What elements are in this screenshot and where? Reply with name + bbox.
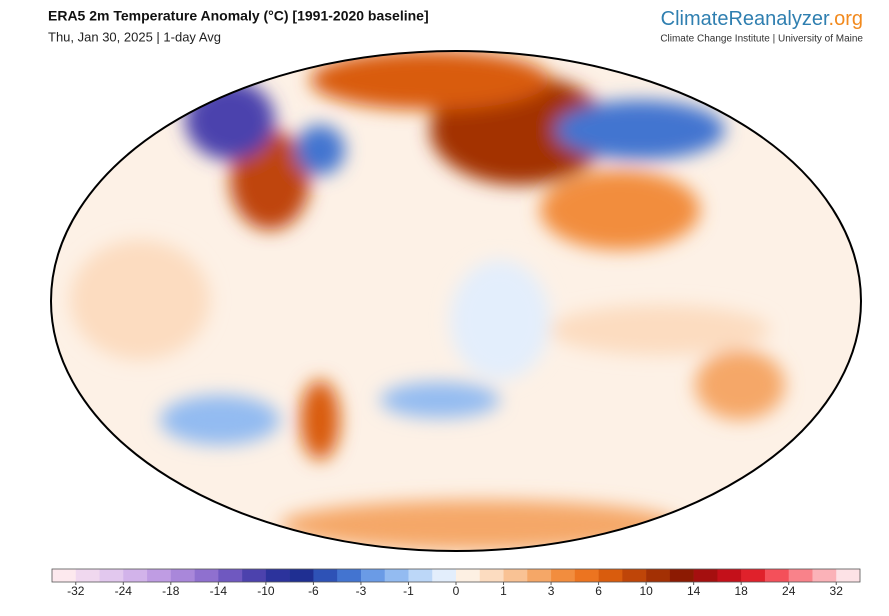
colorbar-swatch [147, 569, 172, 582]
colorbar-swatch [788, 569, 813, 582]
colorbar-swatch [622, 569, 647, 582]
colorbar-swatch [170, 569, 195, 582]
colorbar-swatch [503, 569, 528, 582]
colorbar-tick-label: 6 [595, 584, 602, 598]
logo-tagline: Climate Change Institute | University of… [660, 34, 863, 45]
colorbar: -32 -24 -18 -14 -10 -6 -3 -1 0 1 3 6 10 14 18 24 32 [51, 568, 861, 598]
logo-suffix: .org [829, 8, 863, 30]
colorbar-tick-label: 0 [453, 584, 460, 598]
colorbar-swatch [194, 569, 219, 582]
colorbar-swatch [836, 569, 861, 582]
colorbar-tick-label: -6 [308, 584, 319, 598]
colorbar-swatch [360, 569, 386, 582]
subtitle: Thu, Jan 30, 2025 | 1-day Avg [48, 29, 221, 44]
colorbar-swatch [693, 569, 718, 582]
colorbar-swatch [669, 569, 694, 582]
colorbar-swatch [384, 569, 409, 582]
colorbar-tick-label: 14 [687, 584, 701, 598]
colorbar-swatch [265, 569, 290, 582]
colorbar-tick-label: -1 [403, 584, 414, 598]
colorbar-swatch [456, 569, 481, 582]
colorbar-swatch [432, 569, 457, 582]
colorbar-tick-label: 32 [830, 584, 844, 598]
colorbar-swatch [337, 569, 362, 582]
colorbar-swatch [551, 569, 576, 582]
colorbar-swatch [646, 569, 671, 582]
colorbar-tick-label: 10 [639, 584, 653, 598]
colorbar-swatch [527, 569, 552, 582]
colorbar-tick-label: -14 [210, 584, 228, 598]
colorbar-tick-label: -10 [257, 584, 275, 598]
logo: ClimateReanalyzer.org [661, 8, 863, 30]
colorbar-swatch [242, 569, 267, 582]
logo-name: ClimateReanalyzer [661, 8, 830, 30]
globe-outline [50, 50, 862, 552]
colorbar-swatch [479, 569, 504, 582]
colorbar-swatch [313, 569, 338, 582]
colorbar-tick-label: 3 [548, 584, 555, 598]
colorbar-tick-label: 18 [734, 584, 748, 598]
colorbar-swatch [99, 569, 124, 582]
colorbar-swatch [812, 569, 837, 582]
colorbar-swatch [574, 569, 599, 582]
colorbar-swatch [764, 569, 790, 582]
colorbar-tick-label: -32 [67, 584, 85, 598]
colorbar-tick-label: 1 [500, 584, 507, 598]
colorbar-swatch [218, 569, 243, 582]
colorbar-swatch [289, 569, 314, 582]
colorbar-swatch [52, 569, 77, 582]
colorbar-swatch [123, 569, 148, 582]
colorbar-tick-label: -18 [162, 584, 180, 598]
colorbar-swatch [598, 569, 623, 582]
colorbar-swatch [717, 569, 742, 582]
colorbar-swatch [741, 569, 766, 582]
anomaly-field [70, 51, 785, 550]
title: ERA5 2m Temperature Anomaly (°C) [1991-2… [48, 8, 429, 24]
colorbar-tick-label: -3 [356, 584, 367, 598]
colorbar-tick-label: -24 [115, 584, 133, 598]
colorbar-swatch [75, 569, 100, 582]
colorbar-swatch [408, 569, 433, 582]
colorbar-tick-label: 24 [782, 584, 796, 598]
